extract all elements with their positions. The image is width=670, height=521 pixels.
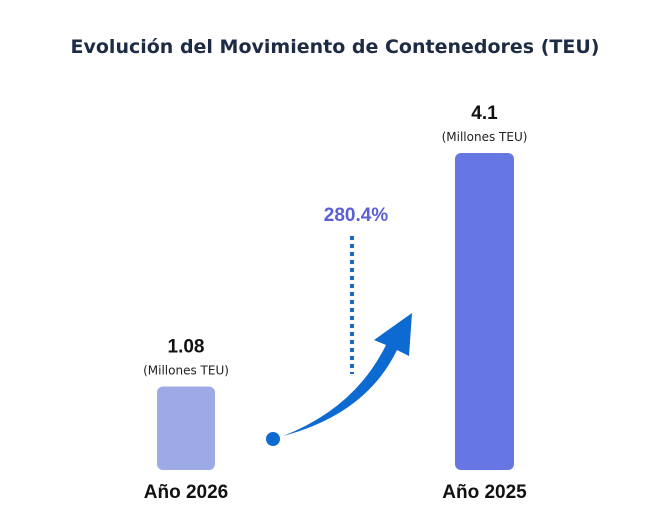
bar-ano-2026	[157, 386, 215, 470]
chart-title: Evolución del Movimiento de Contenedores…	[71, 36, 600, 58]
bar-ano-2025	[455, 153, 514, 470]
unit-label-ano-2026: (Millones TEU)	[143, 363, 229, 377]
value-label-ano-2025: 4.1	[471, 103, 498, 124]
unit-label-ano-2025: (Millones TEU)	[442, 130, 528, 144]
category-label-ano-2025: Año 2025	[442, 482, 527, 503]
growth-arrow-icon	[283, 313, 412, 436]
category-label-ano-2026: Año 2026	[144, 482, 228, 503]
value-label-ano-2026: 1.08	[168, 336, 205, 357]
growth-arrow-start-dot	[266, 432, 280, 446]
growth-percentage-label: 280.4%	[324, 205, 389, 226]
